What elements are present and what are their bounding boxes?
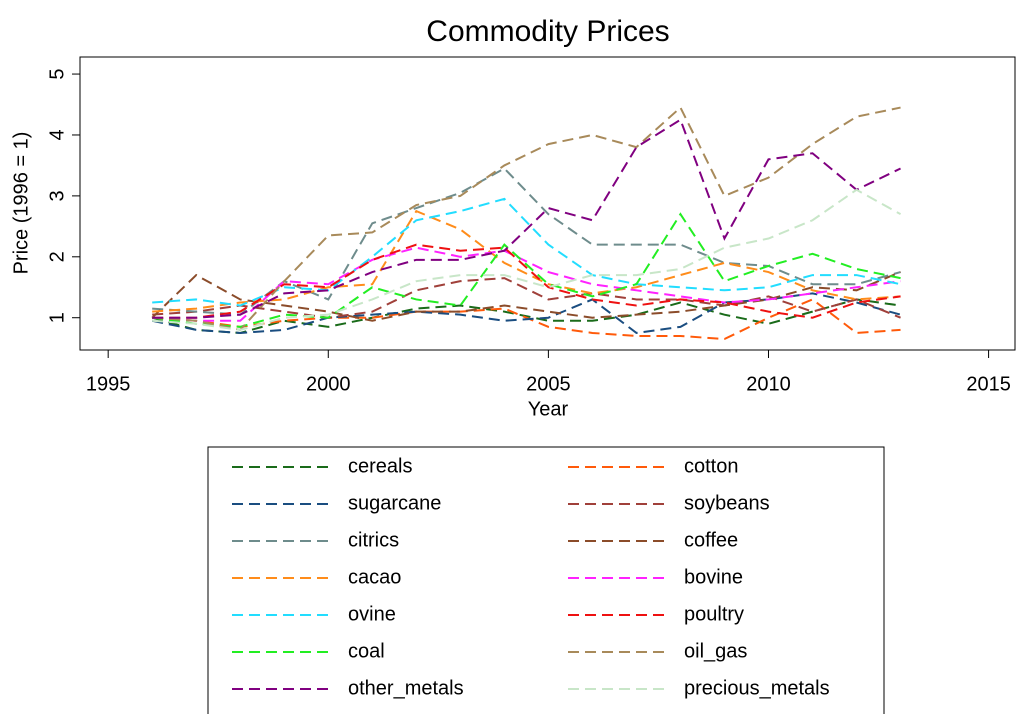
legend-label: cacao	[348, 566, 401, 588]
legend-label: poultry	[684, 603, 744, 625]
legend-label: coal	[348, 640, 385, 662]
series-line	[152, 212, 901, 328]
x-tick-label: 2000	[306, 373, 351, 395]
legend-label: oil_gas	[684, 640, 747, 662]
x-tick-label: 2010	[746, 373, 791, 395]
y-tick-label: 5	[46, 68, 68, 79]
legend-label: cotton	[684, 455, 738, 477]
legend-label: soybeans	[684, 492, 770, 514]
legend-label: cereals	[348, 455, 412, 477]
chart-title: Commodity Prices	[426, 15, 669, 48]
legend-label: precious_metals	[684, 677, 830, 699]
series-line	[152, 209, 901, 313]
series-line	[151, 271, 901, 322]
y-axis-label: Price (1996 = 1)	[10, 132, 32, 275]
x-tick-label: 1995	[86, 373, 131, 395]
legend-label: coffee	[684, 529, 738, 551]
series-line	[152, 167, 901, 316]
series-line	[152, 105, 901, 331]
y-tick-label: 3	[46, 190, 68, 201]
series-line	[152, 298, 901, 341]
legend-label: other_metals	[348, 677, 464, 699]
legend-frame	[207, 446, 885, 714]
x-axis-label: Year	[528, 398, 569, 420]
series-line	[152, 246, 901, 322]
plot-frame	[79, 56, 1016, 351]
y-tick-label: 4	[46, 129, 68, 140]
legend-label: ovine	[348, 603, 396, 625]
series-line	[152, 243, 901, 319]
series-line	[152, 188, 902, 331]
legend-label: sugarcane	[348, 492, 441, 514]
legend-label: citrics	[348, 529, 399, 551]
y-tick-label: 1	[46, 312, 68, 323]
series-line	[151, 298, 901, 334]
series-line	[152, 118, 901, 319]
y-tick-label: 2	[46, 251, 68, 262]
x-tick-label: 2005	[526, 373, 571, 395]
x-tick-label: 2015	[966, 373, 1011, 395]
legend-label: bovine	[684, 566, 743, 588]
